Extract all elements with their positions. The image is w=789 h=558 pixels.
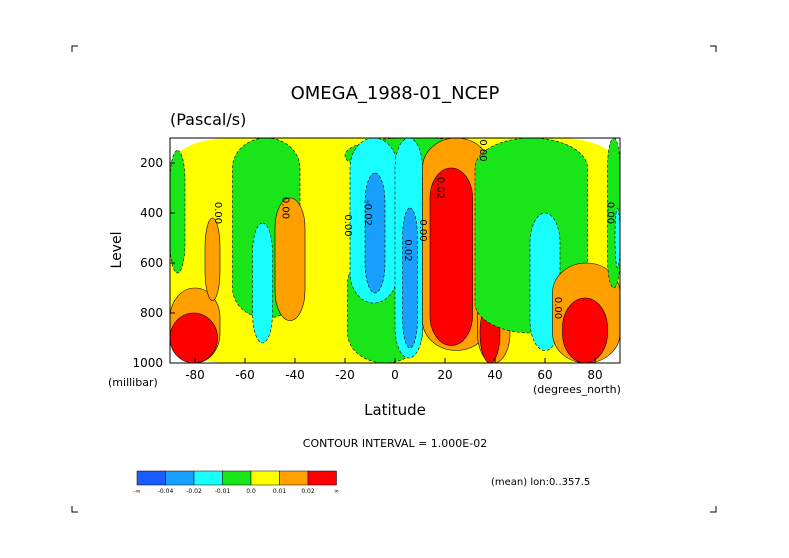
- legend-swatch-2: [193, 470, 223, 486]
- legend-label-0: -∞: [133, 488, 140, 495]
- y-axis-label: Level: [109, 232, 125, 269]
- x-tick-label-8: 80: [587, 368, 602, 382]
- contour-region-13: [402, 207, 418, 349]
- contour-label-6: 0.02: [435, 177, 446, 199]
- contour-interval-text: CONTOUR INTERVAL = 1.000E-02: [303, 437, 487, 450]
- x-tick-label-1: -60: [235, 368, 255, 382]
- legend-swatch-1: [165, 470, 195, 486]
- legend-label-3: -0.01: [215, 488, 231, 495]
- contour-region-5: [170, 150, 186, 274]
- color-legend: -∞ -0.04 -0.02 -0.01 0.0 0.01 0.02 ∞: [133, 470, 339, 495]
- corner-marks: [71, 45, 717, 513]
- contour-label-9: 0.00: [605, 202, 616, 224]
- contour-region-23: [614, 207, 620, 269]
- contour-region-12: [364, 172, 386, 294]
- legend-swatch-5: [279, 470, 309, 486]
- plot-area: 0.00 0.00 0.00 -0.02 0.02 0.00 0.02 0.00 0.00 0.0…: [169, 137, 621, 364]
- x-tick-label-5: 20: [437, 368, 452, 382]
- y-tick-label-2: 600: [140, 256, 163, 270]
- legend-label-1: -0.04: [158, 488, 174, 495]
- x-tick-label-2: -40: [285, 368, 305, 382]
- contour-label-7: 0.00: [477, 139, 488, 161]
- contour-label-4: 0.02: [402, 239, 413, 261]
- legend-swatch-3: [222, 470, 252, 486]
- legend-label-4: 0.0: [246, 488, 256, 495]
- y-tick-label-4: 1000: [132, 356, 163, 370]
- legend-label-7: ∞: [334, 488, 339, 495]
- contour-label-3: -0.02: [362, 200, 373, 226]
- contour-label-8: 0.00: [552, 297, 563, 319]
- x-tick-label-0: -80: [185, 368, 205, 382]
- chart-title: OMEGA_1988-01_NCEP: [291, 83, 500, 104]
- legend-swatch-4: [250, 470, 280, 486]
- mean-lon-note: (mean) lon:0..357.5: [491, 477, 590, 488]
- contour-region-21: [562, 297, 608, 363]
- x-units-label: (degrees_north): [533, 383, 621, 396]
- x-axis-label: Latitude: [364, 401, 426, 419]
- contour-region-3: [204, 217, 221, 301]
- x-tick-label-3: -20: [335, 368, 355, 382]
- legend-label-2: -0.02: [186, 488, 202, 495]
- x-tick-label-7: 60: [537, 368, 552, 382]
- y-units-label: (millibar): [108, 376, 158, 389]
- contour-label-1: 0.00: [280, 197, 291, 219]
- legend-label-5: 0.01: [273, 488, 287, 495]
- y-axis-ticks: 200 400 600 800 1000: [132, 156, 175, 370]
- legend-swatch-6: [307, 470, 337, 486]
- contour-label-2: 0.00: [342, 214, 353, 236]
- y-tick-label-1: 400: [140, 206, 163, 220]
- y-tick-label-0: 200: [140, 156, 163, 170]
- legend-swatch-0: [136, 470, 166, 486]
- contour-region-4: [170, 312, 218, 363]
- legend-label-6: 0.02: [301, 488, 315, 495]
- contour-label-5: 0.00: [417, 219, 428, 241]
- x-tick-label-4: 0: [391, 368, 399, 382]
- y-tick-label-3: 800: [140, 306, 163, 320]
- contour-region-15: [429, 167, 473, 346]
- contour-region-6: [252, 222, 273, 344]
- x-axis-ticks: -80 -60 -40 -20 0 20 40 60 80: [185, 358, 603, 382]
- contour-region-7: [274, 197, 306, 321]
- x-tick-label-6: 40: [487, 368, 502, 382]
- contour-label-0: 0.00: [212, 202, 223, 224]
- chart-subtitle: (Pascal/s): [170, 110, 246, 129]
